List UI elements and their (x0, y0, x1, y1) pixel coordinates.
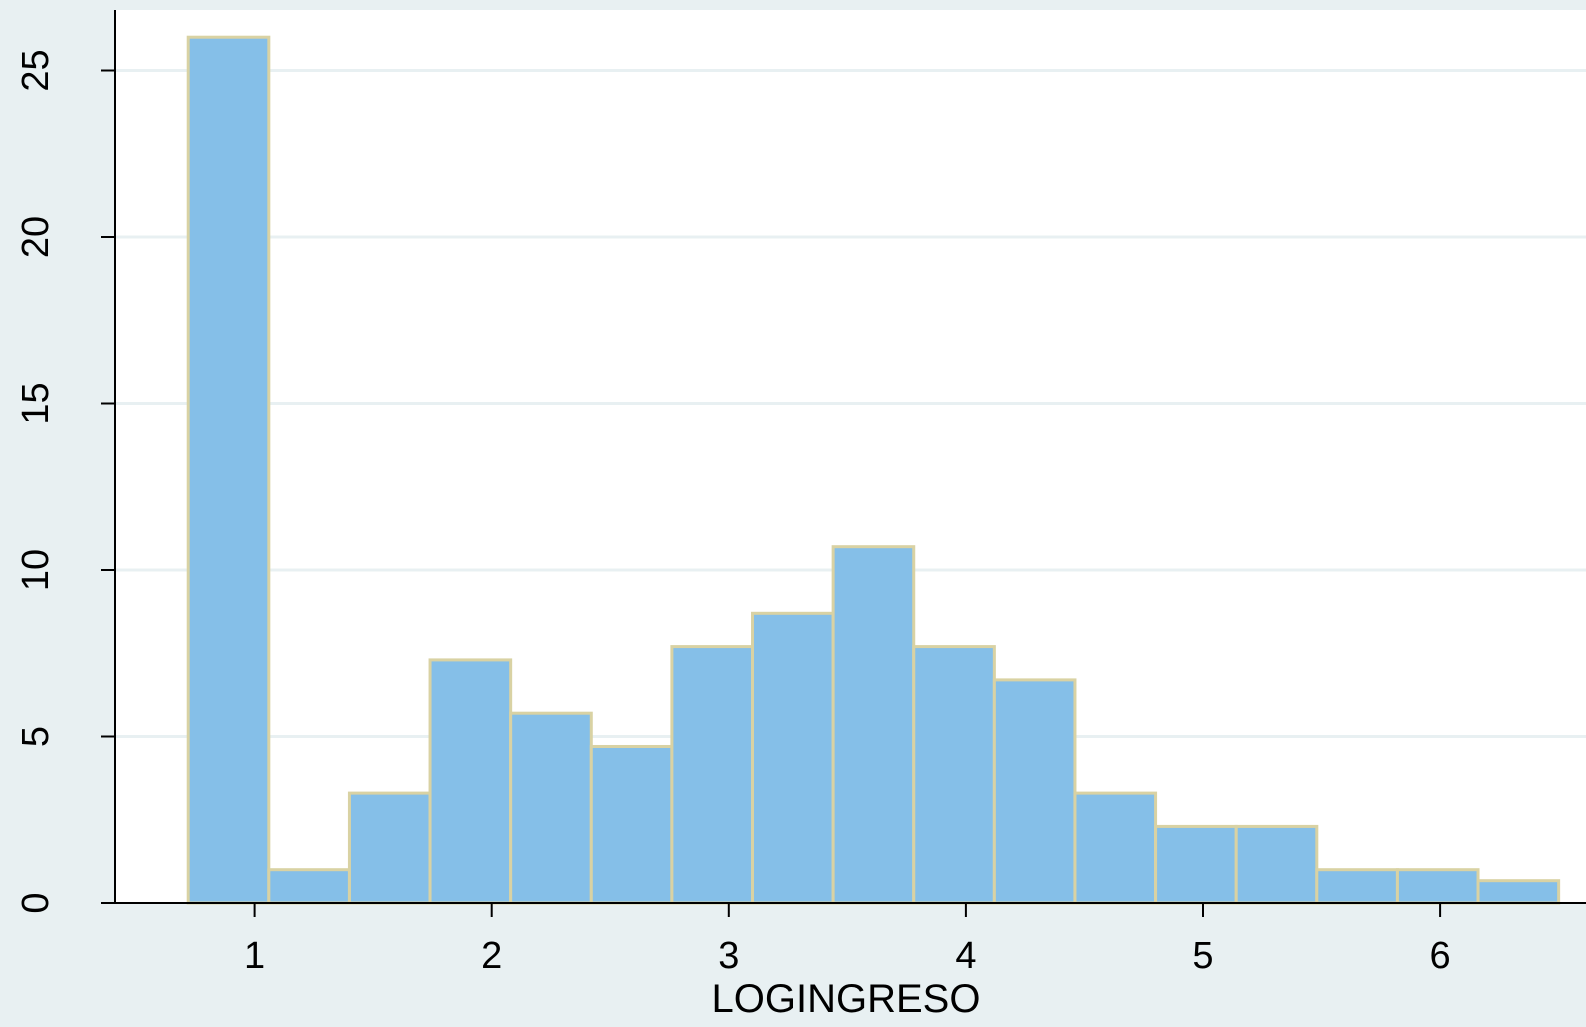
histogram-bar (347, 791, 432, 905)
y-tick-label: 10 (15, 549, 57, 591)
x-tick-label: 3 (718, 935, 739, 977)
histogram-bar (509, 711, 593, 905)
y-tick-label: 20 (15, 216, 57, 258)
histogram-bar (1395, 868, 1480, 905)
x-tick-label: 1 (244, 935, 265, 977)
histogram-bar (670, 645, 755, 905)
histogram-bar (1073, 791, 1158, 905)
histogram-bar (267, 868, 351, 905)
bars (186, 35, 1561, 905)
x-tick-label: 5 (1192, 935, 1213, 977)
x-axis-ticks: 1 2 3 4 5 6 (244, 903, 1451, 977)
histogram-bar (992, 678, 1077, 905)
y-tick-label: 5 (15, 726, 57, 747)
y-axis-ticks: 0 5 10 15 20 25 (15, 49, 115, 914)
histogram-bar (428, 658, 513, 905)
x-axis-title: LOGINGRESO (712, 977, 981, 1021)
x-tick-label: 6 (1430, 935, 1451, 977)
histogram-bar (1154, 824, 1238, 905)
y-tick-label: 25 (15, 49, 57, 91)
histogram-bar (1476, 879, 1561, 905)
x-tick-label: 4 (955, 935, 976, 977)
histogram-bar (1315, 868, 1399, 905)
histogram-bar (1234, 824, 1319, 905)
histogram-bar (589, 744, 674, 905)
histogram-bar (751, 611, 835, 905)
y-tick-label: 0 (15, 892, 57, 913)
x-tick-label: 2 (481, 935, 502, 977)
y-tick-label: 15 (15, 382, 57, 424)
histogram-bar (186, 35, 271, 905)
histogram-bar (831, 545, 916, 905)
histogram-bar (912, 645, 996, 905)
